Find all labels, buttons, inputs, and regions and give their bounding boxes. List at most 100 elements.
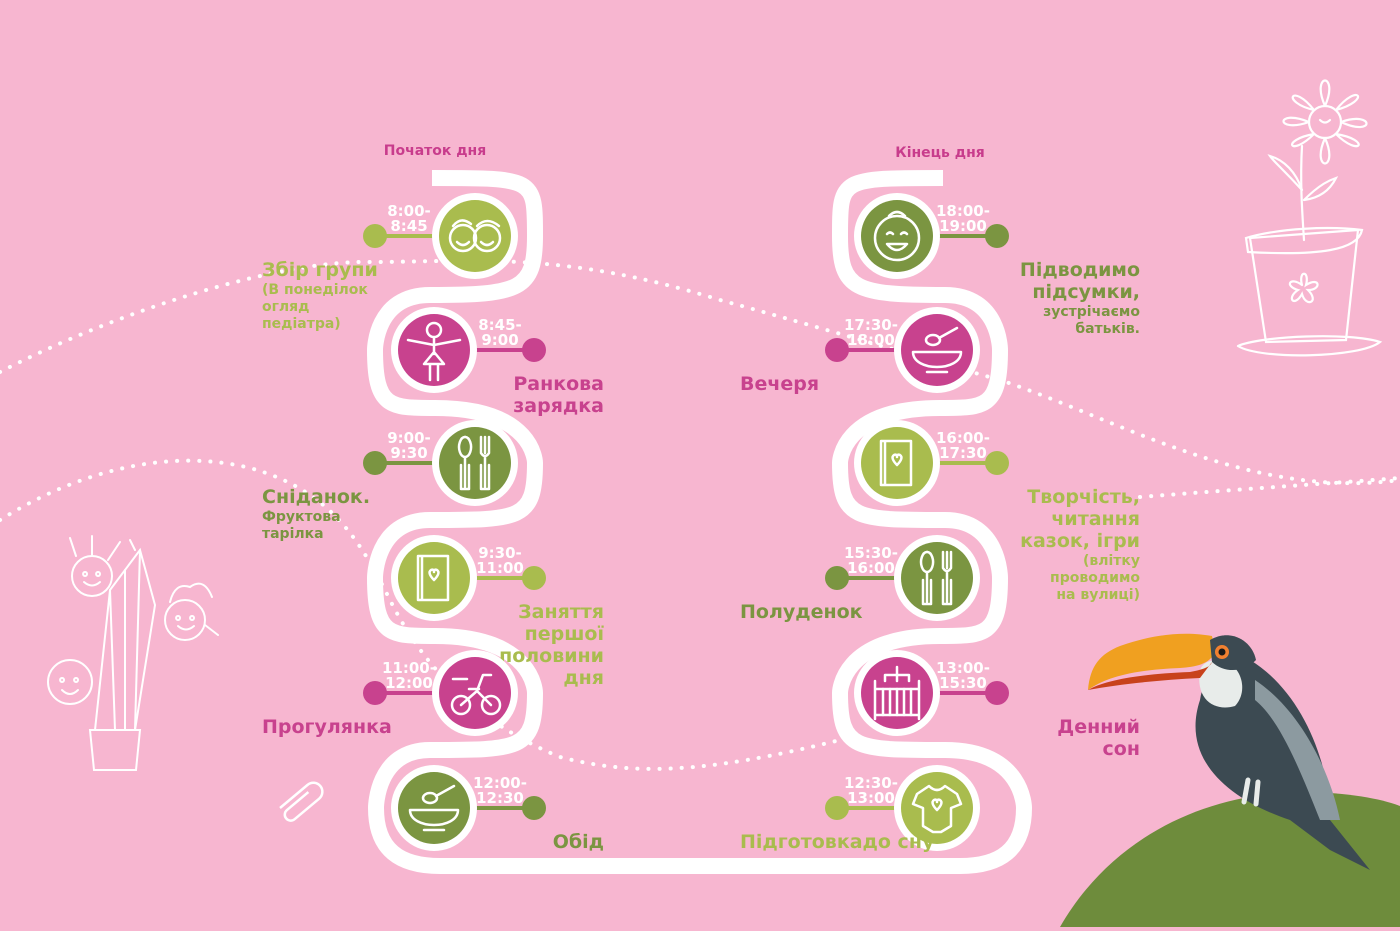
connector-dot xyxy=(363,224,387,248)
activity-title: підсумки, xyxy=(1032,281,1140,303)
afternoon-path xyxy=(831,170,1032,809)
connector-dot xyxy=(985,451,1009,475)
time-range-start: 17:30- xyxy=(844,316,898,334)
schedule-item-bedtime-prep: 12:30-13:00 Підготовкадо сну xyxy=(740,765,980,853)
time-range-start: 18:00- xyxy=(936,202,990,220)
node-circle xyxy=(398,542,470,614)
start-of-day-heading: Початок дня xyxy=(384,143,486,159)
time-range-start: 9:30- xyxy=(478,544,522,562)
activity-note: (влітку xyxy=(1083,553,1140,569)
time-range-start: 16:00- xyxy=(936,429,990,447)
end-of-day-heading: Кінець дня xyxy=(895,145,984,161)
activity-title: Вечеря xyxy=(740,373,819,395)
time-range-end: 18:00 xyxy=(847,331,895,349)
time-range-start: 13:00- xyxy=(936,659,990,677)
upper-dotted-trail xyxy=(0,258,1400,486)
connector-dot xyxy=(522,338,546,362)
connector-dot xyxy=(363,681,387,705)
activity-title: половини xyxy=(499,645,604,667)
schedule-item-lunch: 12:00-12:30 Обід xyxy=(391,765,604,853)
lower-dotted-trail xyxy=(0,458,842,771)
activity-note: (В понеділок xyxy=(262,282,368,298)
activity-note: проводимо xyxy=(1050,570,1140,586)
time-range-end: 16:00 xyxy=(847,559,895,577)
node-circle xyxy=(901,314,973,386)
flower-pot-icon xyxy=(1236,79,1383,357)
connector-dot xyxy=(522,796,546,820)
time-range-end: 12:00 xyxy=(385,674,433,692)
time-range-start: 12:00- xyxy=(473,774,527,792)
activity-title: Підготовкадо сну xyxy=(740,831,935,853)
baby-face-icon xyxy=(873,210,921,262)
time-range-start: 9:00- xyxy=(387,429,431,447)
activity-note: на вулиці) xyxy=(1056,587,1140,603)
time-range-start: 11:00- xyxy=(382,659,436,677)
activity-title: сон xyxy=(1103,738,1140,760)
cutlery-icon xyxy=(919,550,953,606)
time-range-start: 15:30- xyxy=(844,544,898,562)
toucan-icon xyxy=(1088,633,1370,870)
paperclip-icon xyxy=(279,781,324,822)
toucan-scene xyxy=(1060,633,1400,927)
book-icon xyxy=(879,439,913,487)
activity-title: Прогулянка xyxy=(262,716,392,738)
pencil-kids-icon xyxy=(47,535,219,771)
schedule-item-gathering: 8:00-8:45 Збір групи(В понеділокоглядпеді… xyxy=(262,193,518,332)
activity-title: казок, ігри xyxy=(1020,530,1140,552)
cutlery-icon xyxy=(457,435,491,491)
connector-dot xyxy=(825,338,849,362)
activity-note: Фруктова xyxy=(262,509,341,525)
time-range-end: 9:00 xyxy=(481,331,518,349)
time-range-end: 9:30 xyxy=(390,444,427,462)
book-icon xyxy=(416,554,450,602)
baby-bodysuit-icon xyxy=(911,784,963,834)
right-dotted-trail xyxy=(1138,476,1400,499)
crib-icon xyxy=(873,665,921,721)
time-range-end: 13:00 xyxy=(847,789,895,807)
schedule-item-dinner: 17:30-18:00 Вечеря xyxy=(740,307,980,395)
node-circle xyxy=(861,200,933,272)
time-range-end: 11:00 xyxy=(476,559,524,577)
bowl-icon xyxy=(911,326,963,374)
activity-title: Заняття xyxy=(518,601,604,623)
activity-title: Сніданок. xyxy=(262,486,370,508)
connector-dot xyxy=(363,451,387,475)
connector-dot xyxy=(825,796,849,820)
schedule-nodes: 8:00-8:45 Збір групи(В понеділокоглядпеді… xyxy=(262,193,1140,853)
activity-title: зарядка xyxy=(513,395,604,417)
activity-note: батьків. xyxy=(1075,321,1140,337)
activity-title: Підводимо xyxy=(1020,259,1140,281)
time-range-end: 19:00 xyxy=(939,217,987,235)
activity-note: педіатра) xyxy=(262,316,341,332)
bottom-connector-path xyxy=(368,807,1032,874)
node-circle xyxy=(901,542,973,614)
activity-note: тарілка xyxy=(262,526,324,542)
connector-dot xyxy=(522,566,546,590)
connector-dot xyxy=(985,681,1009,705)
time-range-end: 15:30 xyxy=(939,674,987,692)
morning-path xyxy=(366,170,544,809)
activity-title: Ранкова xyxy=(513,373,604,395)
node-circle xyxy=(861,427,933,499)
activity-title: Полуденок xyxy=(740,601,863,623)
time-range-start: 12:30- xyxy=(844,774,898,792)
schedule-item-summary: 18:00-19:00 Підводимопідсумки,зустрічаємо… xyxy=(854,193,1140,337)
activity-title: Обід xyxy=(553,831,604,853)
time-range-start: 8:00- xyxy=(387,202,431,220)
girl-exercising-icon xyxy=(406,321,462,382)
time-range-end: 12:30 xyxy=(476,789,524,807)
time-range-start: 8:45- xyxy=(478,316,522,334)
time-range-end: 17:30 xyxy=(939,444,987,462)
connector-dot xyxy=(825,566,849,590)
schedule-item-snack: 15:30-16:00 Полуденок xyxy=(740,535,980,623)
activity-note: зустрічаємо xyxy=(1043,304,1140,320)
node-circle xyxy=(398,772,470,844)
time-range-end: 8:45 xyxy=(390,217,427,235)
